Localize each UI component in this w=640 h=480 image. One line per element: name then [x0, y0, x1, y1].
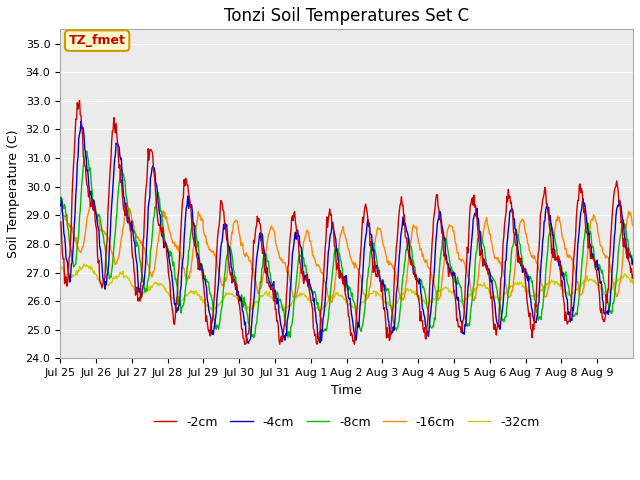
Title: Tonzi Soil Temperatures Set C: Tonzi Soil Temperatures Set C	[224, 7, 469, 25]
Y-axis label: Soil Temperature (C): Soil Temperature (C)	[7, 130, 20, 258]
Text: TZ_fmet: TZ_fmet	[68, 34, 125, 47]
Legend: -2cm, -4cm, -8cm, -16cm, -32cm: -2cm, -4cm, -8cm, -16cm, -32cm	[148, 411, 545, 434]
X-axis label: Time: Time	[332, 384, 362, 397]
